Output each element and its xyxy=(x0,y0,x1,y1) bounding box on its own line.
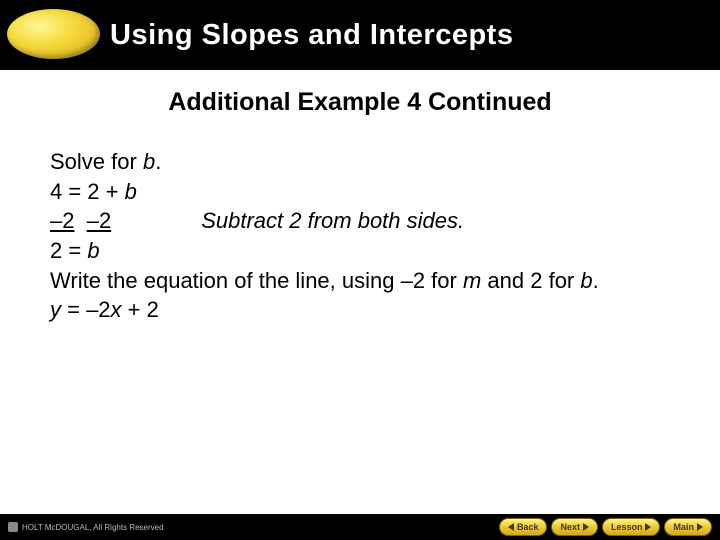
header-oval-decoration xyxy=(6,8,101,60)
header-title: Using Slopes and Intercepts xyxy=(110,19,513,52)
lesson-button[interactable]: Lesson xyxy=(602,518,661,536)
copyright-text: HOLT McDOUGAL, All Rights Reserved xyxy=(22,523,164,532)
var-b: b xyxy=(87,238,99,263)
text: Write the equation of the line, using –2… xyxy=(50,268,463,293)
publisher-logo-icon xyxy=(8,522,18,532)
back-button[interactable]: Back xyxy=(499,518,548,536)
text: . xyxy=(593,268,599,293)
nav-buttons: Back Next Lesson Main xyxy=(499,518,712,536)
var-m: m xyxy=(463,268,481,293)
copyright-block: HOLT McDOUGAL, All Rights Reserved xyxy=(8,522,164,532)
var-b: b xyxy=(580,268,592,293)
lesson-label: Lesson xyxy=(611,522,643,532)
text-solve-for: Solve for xyxy=(50,149,143,174)
gap xyxy=(74,208,86,233)
equation-line-2: 2 = b xyxy=(50,236,680,266)
eq-text: 4 = 2 + xyxy=(50,179,125,204)
var-y: y xyxy=(50,297,61,322)
content-body: Solve for b. 4 = 2 + b –2 –2 Subtract 2 f… xyxy=(0,117,720,325)
eq-text: 2 = xyxy=(50,238,87,263)
text: = –2 xyxy=(61,297,111,322)
var-b: b xyxy=(143,149,155,174)
solve-for-line: Solve for b. xyxy=(50,147,680,177)
var-x: x xyxy=(111,297,122,322)
footer-bar: HOLT McDOUGAL, All Rights Reserved Back … xyxy=(0,514,720,540)
sub-left-1: –2 xyxy=(50,208,74,233)
var-b: b xyxy=(125,179,137,204)
subtract-hint: Subtract 2 from both sides. xyxy=(201,206,464,236)
sub-left-2: –2 xyxy=(87,208,111,233)
equation-line-1: 4 = 2 + b xyxy=(50,177,680,207)
main-button[interactable]: Main xyxy=(664,518,712,536)
back-label: Back xyxy=(517,522,539,532)
text: and 2 for xyxy=(481,268,580,293)
next-label: Next xyxy=(560,522,580,532)
write-equation-line: Write the equation of the line, using –2… xyxy=(50,266,680,296)
triangle-left-icon xyxy=(508,523,514,531)
triangle-right-icon xyxy=(697,523,703,531)
text-period: . xyxy=(155,149,161,174)
triangle-right-icon xyxy=(583,523,589,531)
triangle-right-icon xyxy=(645,523,651,531)
next-button[interactable]: Next xyxy=(551,518,598,536)
text: + 2 xyxy=(122,297,159,322)
header-bar: Using Slopes and Intercepts xyxy=(0,0,720,70)
final-equation-line: y = –2x + 2 xyxy=(50,295,680,325)
main-label: Main xyxy=(673,522,694,532)
page-subtitle: Additional Example 4 Continued xyxy=(0,88,720,117)
subtract-line: –2 –2 Subtract 2 from both sides. xyxy=(50,206,680,236)
